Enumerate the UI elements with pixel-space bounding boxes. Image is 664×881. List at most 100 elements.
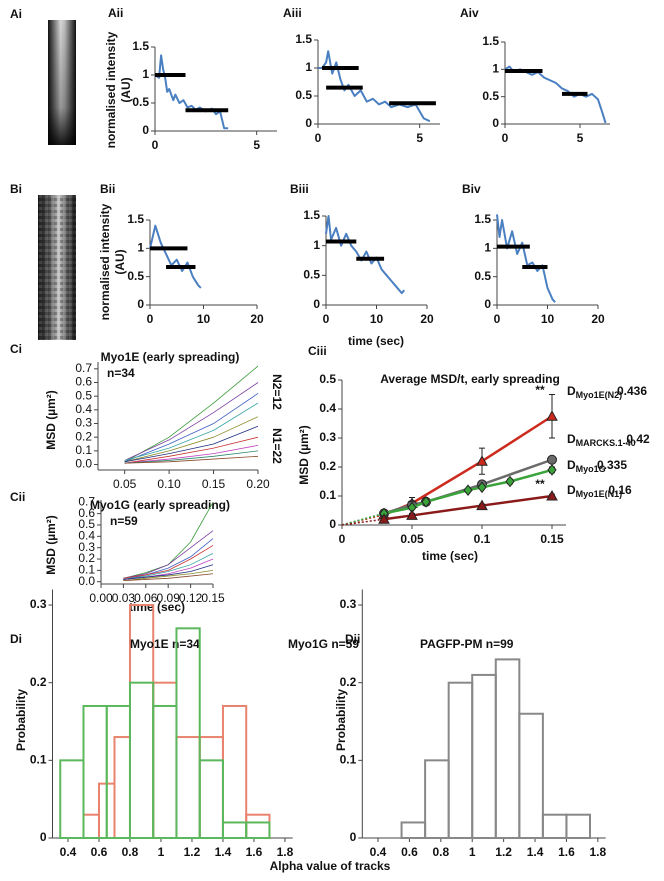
x-tick-label: 0.1: [474, 532, 491, 546]
legend-label: Myo1G n=59: [288, 637, 359, 651]
panel-label: Aiv: [460, 6, 479, 20]
panel-label: Cii: [10, 490, 25, 504]
panel-label: Di: [10, 632, 22, 646]
y-tick-label: 0.5: [474, 269, 491, 283]
y-tick-label: 0.5: [303, 268, 320, 282]
series-coefficient: 0.335: [597, 458, 627, 472]
series-coefficient: 0.436: [617, 384, 647, 398]
y-tick-label: 1.5: [295, 32, 312, 46]
histogram-bar: [221, 821, 248, 839]
x-axis-label: Alpha value of tracks: [270, 859, 391, 873]
data-line: [496, 214, 556, 303]
data-point: [505, 475, 515, 488]
data-line: [124, 425, 259, 463]
data-point: [546, 489, 558, 501]
y-tick-label: 1: [137, 241, 144, 255]
data-point: [546, 410, 558, 421]
histogram-bar: [471, 673, 497, 839]
data-line: [124, 393, 259, 463]
panel-label: Ci: [10, 342, 22, 356]
series-label-sub: Myo1G: [576, 464, 606, 474]
x-tick-label: 10: [197, 312, 211, 326]
series-coefficient: 0.42: [626, 432, 650, 446]
series-coefficient: 0.16: [608, 483, 632, 497]
data-point: [476, 499, 488, 511]
annotation: **: [535, 383, 545, 397]
y-tick-label: 0.1: [319, 488, 336, 502]
data-line: [123, 573, 214, 581]
x-tick-label: 5: [416, 131, 423, 145]
x-tick-label: 0.15: [201, 591, 225, 605]
y-tick-label: 0.5: [295, 88, 312, 102]
histogram-bar: [245, 813, 271, 839]
x-tick-label: 1.8: [590, 845, 607, 859]
histogram-bar: [565, 813, 591, 839]
y-tick-label: 0.2: [319, 459, 336, 473]
panel-label: Biv: [462, 182, 481, 196]
y-tick-label: 0.7: [78, 494, 95, 508]
y-axis-label: MSD (µm²): [44, 390, 58, 450]
legend-label: PAGFP-PM n=99: [420, 637, 514, 651]
data-line: [124, 455, 259, 464]
x-tick-label: 0.05: [400, 532, 424, 546]
series-label-main: D: [567, 432, 576, 446]
histogram-bar: [105, 704, 131, 839]
annotation: **: [535, 477, 545, 491]
histogram-bar: [82, 813, 100, 839]
x-tick-label: 0.15: [202, 477, 226, 491]
y-axis-label: MSD (µm²): [297, 425, 311, 485]
x-tick-label: 10: [541, 312, 555, 326]
x-tick-label: 5: [253, 138, 260, 152]
y-axis-label: normalised intensity: [104, 31, 118, 148]
data-line: [123, 545, 214, 579]
histogram-bar: [128, 681, 155, 839]
annotation: N2=12: [270, 374, 284, 410]
y-axis-label: normalised intensity: [98, 203, 112, 320]
histogram-bar: [59, 759, 85, 839]
x-tick-label: 20: [250, 312, 264, 326]
x-tick-label: 0.15: [540, 532, 564, 546]
data-point: [476, 455, 488, 466]
x-tick-label: 0.8: [432, 845, 449, 859]
data-line: [504, 65, 607, 124]
data-point: [406, 509, 418, 520]
y-tick-label: 0.0: [75, 457, 92, 471]
series-label: DMyo1E(N1): [567, 483, 622, 499]
data-point: [421, 495, 431, 508]
panel-label: Biii: [290, 182, 309, 196]
y-tick-label: 0.5: [319, 372, 336, 386]
x-tick-label: 0.00: [89, 591, 113, 605]
panel-label: Aii: [108, 6, 123, 20]
y-tick-label: 0.1: [75, 443, 92, 457]
series-label-sub: Myo1E(N2): [576, 390, 623, 400]
data-line: [318, 50, 431, 123]
y-tick-label: 0.1: [30, 753, 47, 767]
chart-title: Myo1G (early spreading): [90, 498, 230, 512]
extrapolation: [341, 518, 385, 526]
data-line: [124, 416, 259, 463]
histogram-bar: [175, 736, 201, 839]
y-tick-label: 0.3: [319, 430, 336, 444]
chart-title: Average MSD/t, early spreading: [380, 372, 560, 386]
y-tick-label: 0.0: [78, 574, 95, 588]
panel-label: Aiii: [283, 6, 302, 20]
panel-label: Bi: [10, 182, 22, 196]
kymograph-shade: [48, 20, 76, 145]
data-line: [149, 224, 202, 289]
histogram-bar: [494, 658, 521, 839]
y-tick-label: 0.2: [340, 675, 357, 689]
x-axis-label: time (sec): [422, 549, 478, 563]
y-tick-label: 1: [142, 67, 149, 81]
x-tick-label: 1.8: [277, 845, 294, 859]
x-tick-label: 1: [469, 845, 476, 859]
y-tick-label: 0.5: [78, 517, 95, 531]
y-tick-label: 0.3: [340, 597, 357, 611]
y-tick-label: 0: [40, 830, 47, 844]
y-tick-label: 0.2: [78, 551, 95, 565]
data-line: [383, 494, 553, 521]
y-tick-label: 1.5: [474, 212, 491, 226]
histogram-bar: [221, 704, 248, 839]
x-axis-label: time (sec): [129, 600, 185, 614]
x-tick-label: 0.6: [91, 845, 108, 859]
x-tick-label: 0.12: [179, 591, 203, 605]
